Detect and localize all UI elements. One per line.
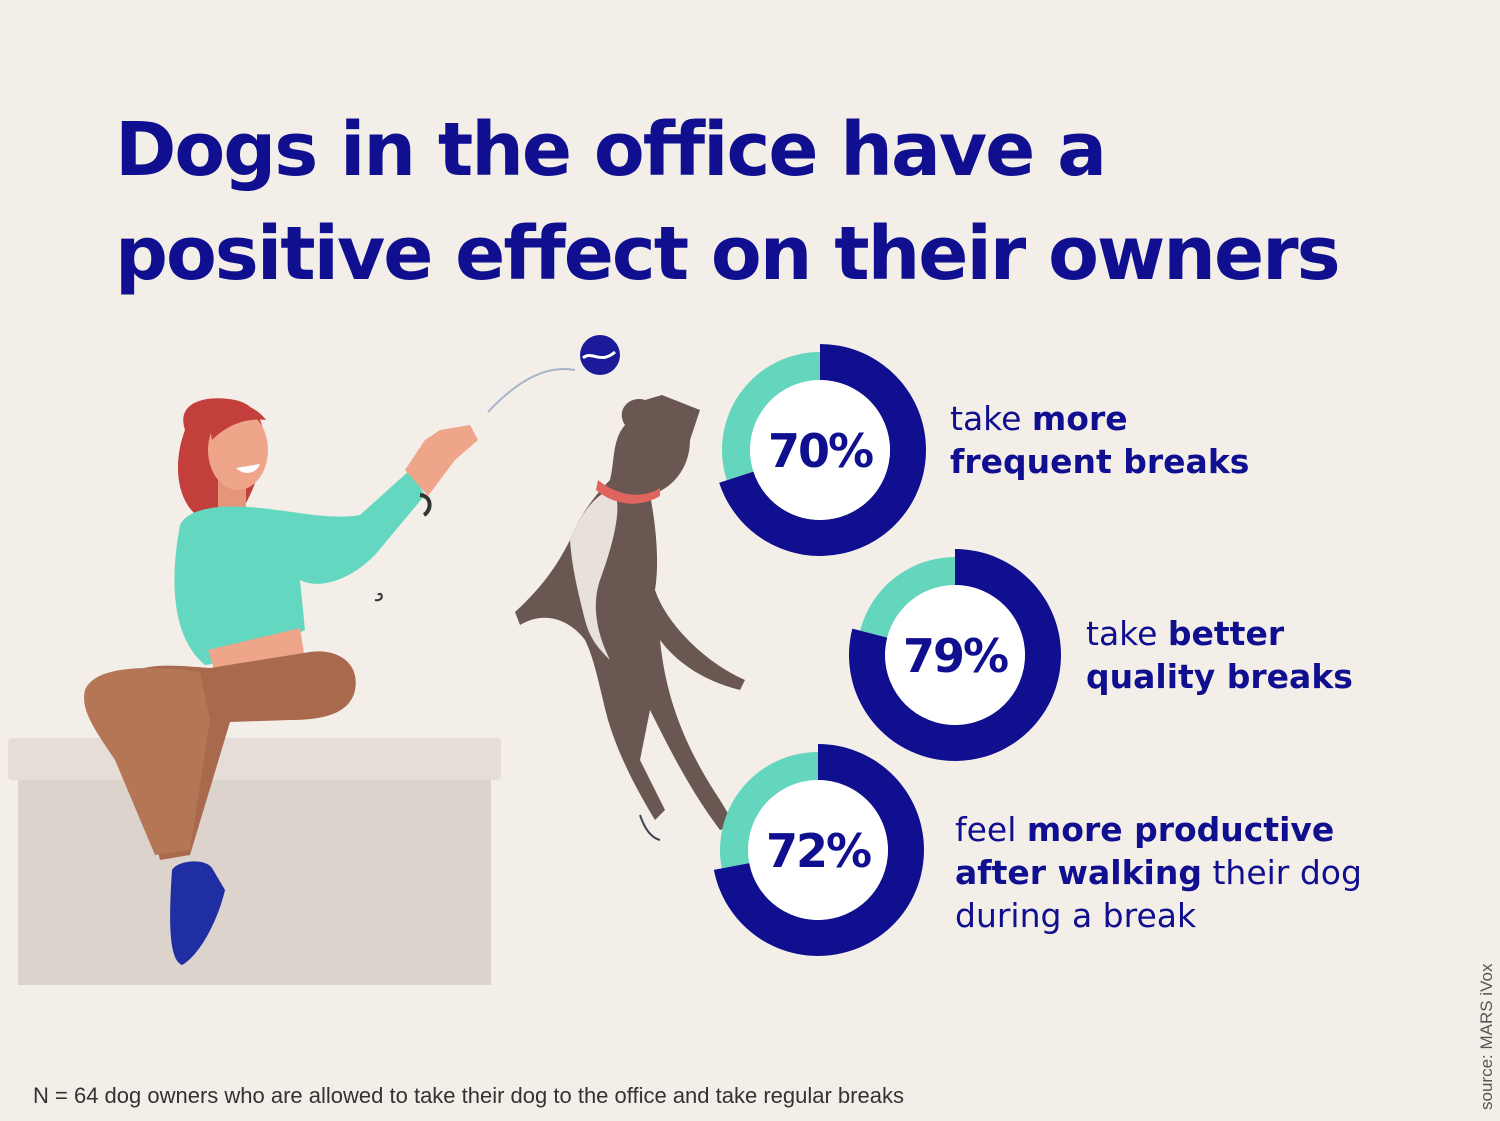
- title-line-2: positive effect on their owners: [115, 211, 1341, 297]
- donut-remainder-2: [860, 557, 955, 638]
- stat-label-segment: take: [950, 399, 1032, 438]
- stat-label-segment: quality breaks: [1086, 657, 1353, 696]
- ball-icon: [580, 335, 620, 375]
- donut-value-label-3: 72%: [766, 824, 871, 878]
- stat-label-segment: more productive: [1026, 810, 1335, 849]
- stat-label-2: take better quality breaks: [1086, 612, 1353, 698]
- stat-label-segment: frequent breaks: [950, 442, 1250, 481]
- donut-center-1: [750, 380, 890, 520]
- donut-remainder-1: [722, 352, 821, 481]
- donut-chart-1: 70%: [719, 344, 926, 556]
- donut-value-2: [849, 549, 1061, 761]
- donut-value-label-2: 79%: [903, 629, 1008, 683]
- donut-chart-2: 79%: [849, 549, 1061, 761]
- source-note: source: MARS iVox: [1477, 963, 1496, 1110]
- donut-value-1: [719, 344, 926, 556]
- stat-label-1: take more frequent breaks: [950, 397, 1249, 483]
- dog-illustration: [515, 395, 745, 830]
- donut-center-2: [885, 585, 1025, 725]
- stat-label-segment: better: [1167, 614, 1285, 653]
- donut-value-label-1: 70%: [768, 424, 873, 478]
- stat-label-segment: their dog: [1201, 853, 1362, 892]
- stat-label-segment: during a break: [955, 896, 1197, 935]
- stat-label-segment: feel: [955, 810, 1027, 849]
- page-title: Dogs in the office have a positive effec…: [115, 98, 1455, 306]
- donut-remainder-3: [720, 752, 818, 869]
- stat-label-3: feel more productive after walking their …: [955, 808, 1362, 937]
- woman-illustration: [84, 398, 478, 965]
- stat-label-segment: after walking: [955, 853, 1202, 892]
- title-line-1: Dogs in the office have a: [115, 107, 1107, 193]
- donut-chart-3: 72%: [713, 744, 924, 956]
- ball-trajectory: [487, 368, 576, 413]
- stat-label-segment: take: [1086, 614, 1168, 653]
- donut-value-3: [713, 744, 924, 956]
- footnote: N = 64 dog owners who are allowed to tak…: [33, 1083, 904, 1108]
- donut-center-3: [748, 780, 888, 920]
- stat-label-segment: more: [1031, 399, 1128, 438]
